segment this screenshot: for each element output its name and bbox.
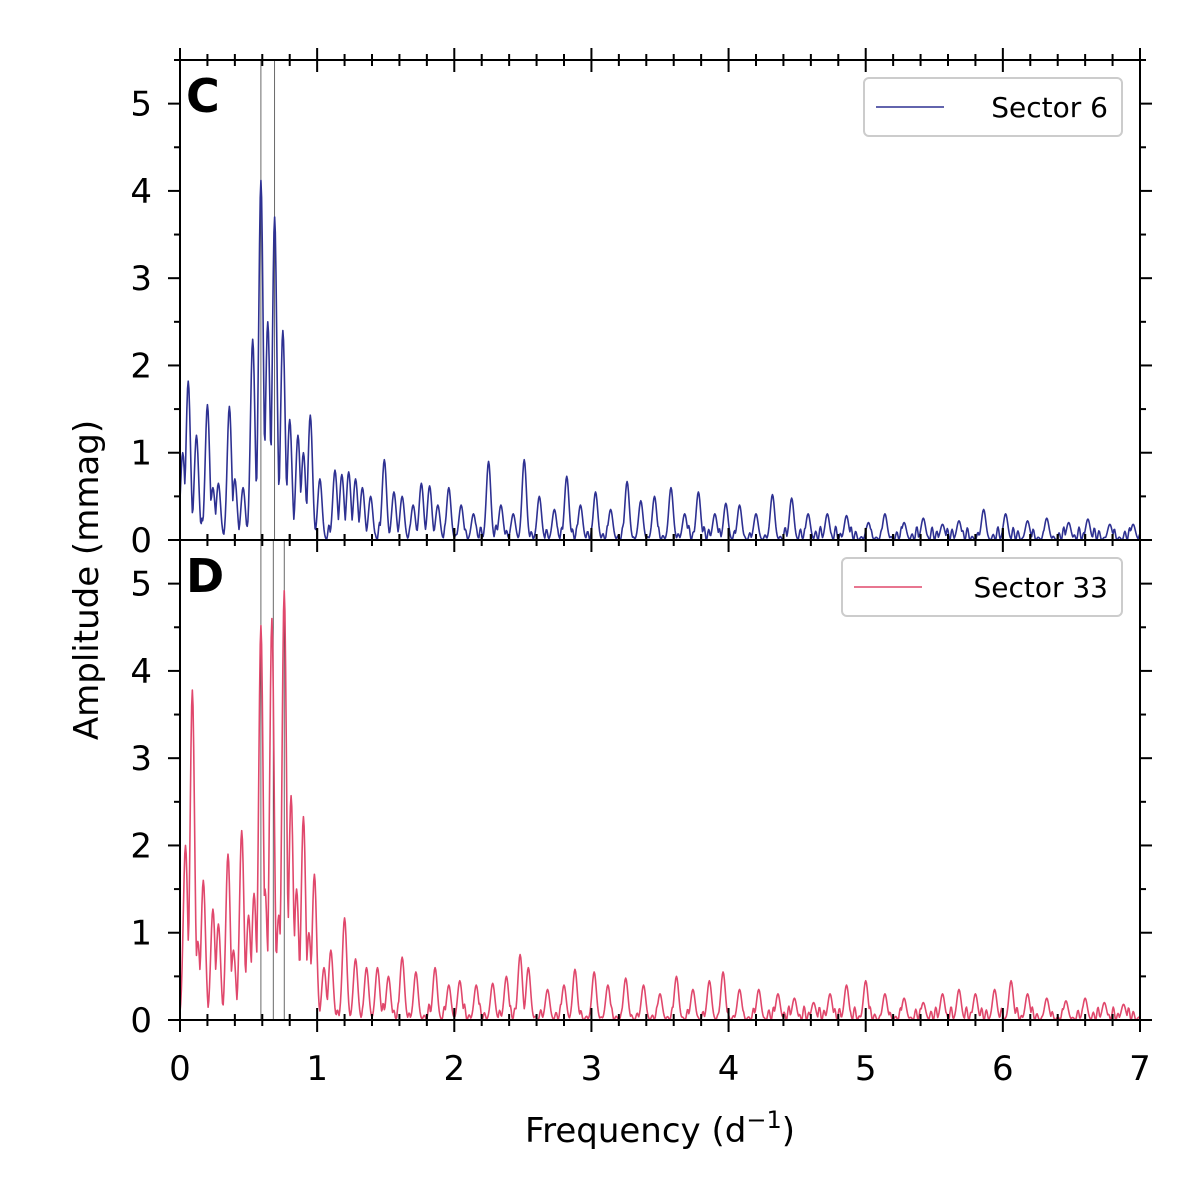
spectrum-line: [180, 589, 1140, 1020]
y-tick-label: 4: [130, 652, 152, 692]
legend-label: Sector 6: [991, 91, 1108, 124]
y-tick-label: 0: [130, 1001, 152, 1041]
spectrum-line: [180, 179, 1140, 540]
y-tick-label: 5: [130, 565, 152, 605]
panel-label: C: [186, 69, 220, 123]
panel-c: 0 1 2 3 4 5 C Sector 6: [130, 48, 1152, 561]
x-tick-label: 5: [855, 1049, 877, 1089]
legend-box: [841, 557, 1123, 617]
x-tick-label: 2: [443, 1049, 465, 1089]
axes-frame: [179, 539, 1141, 1021]
x-tick-label: 4: [718, 1049, 740, 1089]
legend-label: Sector 33: [973, 571, 1108, 604]
x-tick-label: 0: [169, 1049, 191, 1089]
x-tick-label: 6: [992, 1049, 1014, 1089]
x-axis-title: Frequency (d−1): [525, 1106, 795, 1151]
y-tick-label: 1: [130, 434, 152, 474]
y-axis-title: Amplitude (mmag): [67, 420, 107, 740]
y-tick-label: 2: [130, 346, 152, 386]
x-tick-label: 1: [306, 1049, 328, 1089]
x-tick-label: 7: [1129, 1049, 1151, 1089]
panel-label: D: [186, 549, 224, 603]
x-tick-label: 3: [581, 1049, 603, 1089]
y-tick-label: 0: [130, 521, 152, 561]
y-tick-label: 5: [130, 85, 152, 125]
legend-box: [863, 77, 1123, 137]
y-tick-label: 2: [130, 826, 152, 866]
x-axis-title-sup: −1: [746, 1106, 781, 1134]
y-tick-label: 4: [130, 172, 152, 212]
x-axis-title-main: Frequency (d: [525, 1111, 746, 1151]
x-axis-title-close: ): [782, 1111, 795, 1151]
y-tick-label: 3: [130, 259, 152, 299]
y-tick-label: 3: [130, 739, 152, 779]
y-tick-label: 1: [130, 914, 152, 954]
